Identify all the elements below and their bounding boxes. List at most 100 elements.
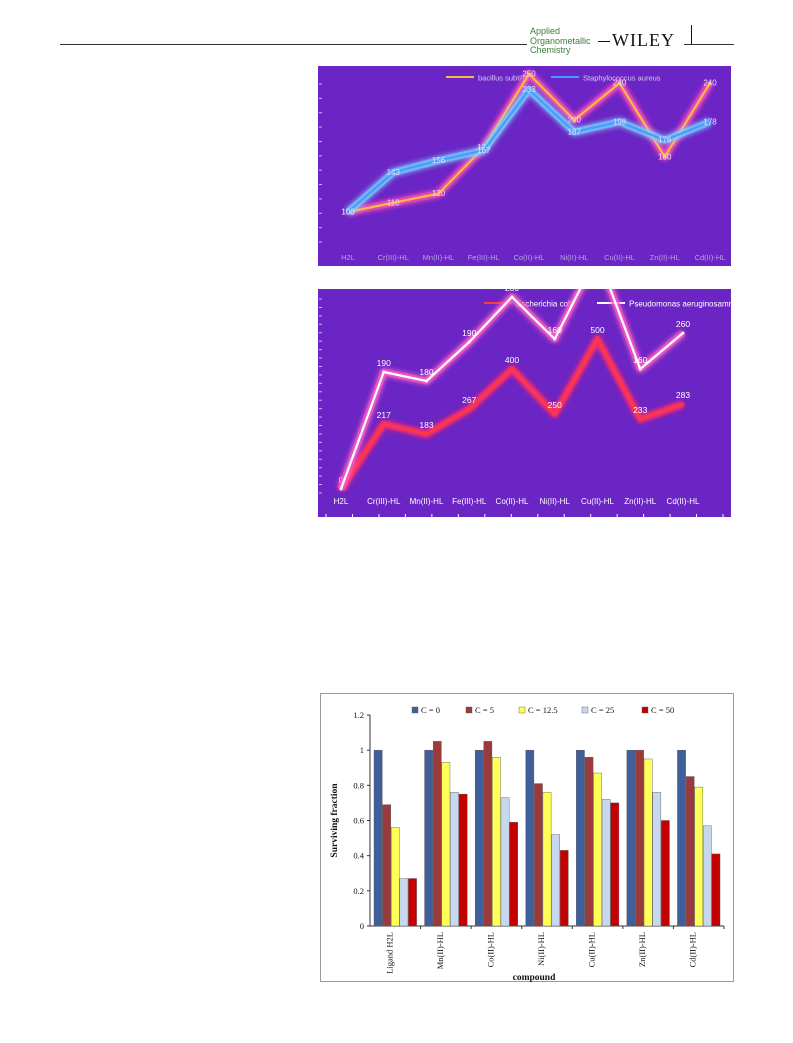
data-point	[510, 367, 514, 371]
x-tick-label: Cd(II)-HL	[667, 497, 700, 506]
x-tick-label: Zn(II)-HL	[637, 932, 647, 967]
x-tick-label: Zn(II)-HL	[650, 253, 680, 262]
bar	[458, 793, 468, 927]
data-label: 187	[568, 127, 582, 136]
data-point	[346, 210, 350, 214]
legend-label: Escherichia coli	[516, 300, 572, 309]
data-label: 250	[522, 70, 536, 79]
publisher-logo: WILEY	[598, 30, 675, 51]
x-tick-label: Cu(II)-HL	[604, 253, 635, 262]
bar	[509, 822, 518, 927]
y-axis-label: Surviving fraction	[330, 783, 340, 858]
legend-label: C = 50	[651, 705, 674, 715]
bar	[601, 799, 611, 927]
data-label: 198	[613, 117, 627, 126]
x-tick-label: Mn(II)-HL	[410, 497, 444, 506]
line-chart-gram-positive-svg: H2L Cr(III)-HL Mn(II)-HL Fe(III)-HL Co(II)-H…	[318, 66, 731, 272]
x-tick-label: H2L	[341, 253, 355, 262]
data-point	[527, 88, 531, 92]
legend-swatch	[641, 706, 649, 714]
page-mark	[691, 25, 692, 44]
x-tick-label: H2L	[334, 497, 349, 506]
bar-chart-surviving-fraction-svg: 0 0.2 0.4 0.6 0.8 1 1.2 Ligand H2L Mn(II)-HL Co(I…	[320, 693, 734, 983]
y-tick-label: 1	[360, 745, 364, 755]
y-tick-label: 0	[360, 921, 364, 931]
legend-label: C = 0	[421, 705, 440, 715]
publisher-name: WILEY	[612, 30, 675, 50]
data-label: 110	[387, 198, 400, 207]
bar	[534, 783, 543, 927]
data-point	[425, 432, 428, 436]
x-tick-label: Fe(III)-HL	[468, 253, 500, 262]
bar	[424, 749, 433, 927]
legend-label: C = 12.5	[528, 705, 558, 715]
legend-label: bacillus subtilis	[478, 74, 528, 83]
legend-label: Staphylococcus aureus	[583, 74, 661, 83]
x-tick-label: Cr(III)-HL	[378, 253, 409, 262]
bar	[492, 756, 501, 927]
bar	[703, 825, 712, 927]
data-point	[527, 72, 531, 76]
x-tick-label: Co(II)-HL	[485, 932, 495, 967]
data-point	[572, 118, 576, 122]
data-label: 190	[462, 328, 476, 338]
bar	[432, 741, 442, 927]
bar	[711, 853, 721, 927]
legend-label: C = 5	[475, 705, 494, 715]
bar	[373, 749, 383, 927]
x-tick-label: Cr(III)-HL	[367, 497, 401, 506]
data-label: 240	[703, 79, 717, 88]
data-point	[425, 379, 428, 383]
data-point	[708, 120, 712, 124]
bar	[390, 827, 400, 927]
x-tick-label: Ligand H2L	[384, 932, 394, 974]
data-point	[618, 81, 621, 85]
data-point	[391, 201, 395, 205]
data-label: 500	[590, 325, 604, 335]
bar	[399, 878, 409, 927]
data-point	[681, 331, 685, 335]
bar-chart-surviving-fraction: 0 0.2 0.4 0.6 0.8 1 1.2 Ligand H2L Mn(II)-HL Co(I…	[320, 693, 734, 983]
data-label: 100	[341, 208, 355, 217]
data-label: 160	[548, 325, 562, 335]
bar	[694, 786, 704, 927]
x-tick-label: Ni(II)-HL	[536, 932, 546, 966]
data-point	[663, 155, 667, 159]
bottom-strip	[318, 266, 731, 272]
bar	[542, 792, 552, 927]
journal-line-1: Applied	[530, 26, 561, 36]
journal-line-3: Chemistry	[530, 45, 571, 55]
data-point	[596, 337, 599, 341]
line-chart-gram-negative-svg: H2L Cr(III)-HL Mn(II)-HL Fe(III)-HL Co(II)-H…	[318, 241, 733, 517]
data-label: 178	[703, 117, 717, 126]
bar	[483, 741, 493, 927]
bar	[584, 756, 594, 927]
x-tick-label: Fe(III)-HL	[452, 497, 487, 506]
line-chart-gram-negative: H2L Cr(III)-HL Mn(II)-HL Fe(III)-HL Co(II)-H…	[318, 241, 733, 517]
data-label: 176	[658, 136, 672, 145]
data-point	[382, 422, 386, 426]
journal-line-2: Organometallic	[530, 35, 591, 46]
bar	[635, 749, 644, 927]
x-axis-label: compound	[513, 973, 556, 982]
legend-label: C = 25	[591, 705, 614, 715]
bar	[559, 850, 569, 927]
data-label: 400	[505, 355, 519, 365]
x-tick-label: Zn(II)-HL	[624, 497, 657, 506]
x-tick-label: Cd(II)-HL	[695, 253, 726, 262]
data-point	[467, 340, 471, 344]
header-rule-right	[684, 44, 734, 45]
x-tick-label: Mn(II)-HL	[423, 253, 455, 262]
data-point	[572, 130, 576, 134]
data-label: 156	[432, 156, 446, 165]
data-point	[553, 337, 557, 341]
bar	[474, 749, 484, 927]
bar	[593, 772, 602, 927]
bar	[610, 802, 620, 927]
data-label: 260	[676, 319, 690, 329]
data-label: 280	[505, 289, 519, 293]
bar	[677, 749, 686, 927]
data-point	[339, 487, 343, 491]
x-tick-label: Ni(II)-HL	[540, 497, 571, 506]
data-label: 190	[377, 358, 391, 368]
